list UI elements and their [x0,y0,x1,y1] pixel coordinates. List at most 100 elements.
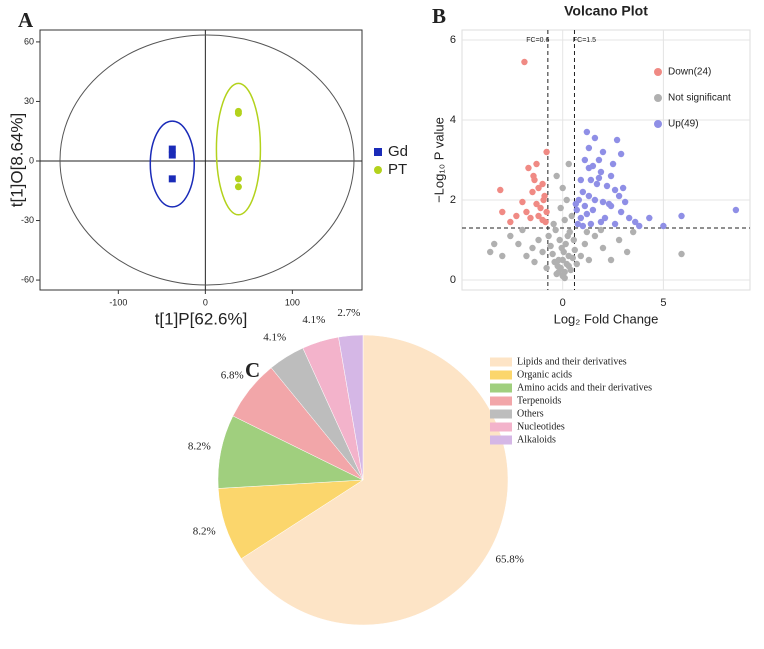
group-ellipse [215,82,262,216]
point [609,160,617,168]
y-tick-label: 30 [24,96,34,106]
point [611,186,619,194]
point [678,212,685,220]
point [530,172,537,180]
point [591,134,599,142]
point [605,200,613,208]
point [540,196,547,204]
point [577,176,585,184]
reference-label: FC=0.6 [526,37,549,44]
point [535,236,542,244]
y-tick-label: 0 [29,155,34,165]
point [623,248,631,256]
point [568,212,575,220]
y-tick-label: -30 [21,215,34,225]
point [595,156,603,164]
legend-label: PT [388,161,407,178]
value-label: 4.1% [263,332,286,344]
point [581,202,589,210]
point [611,220,619,228]
point [599,148,607,156]
legend-label: Terpenoids [517,395,561,406]
point [525,164,532,172]
point [587,176,595,184]
point [572,200,579,208]
point [543,148,550,156]
pie-slice [240,334,509,626]
point [519,198,526,206]
legend-swatch [490,357,512,367]
x-axis-label: t[1]P[62.6%] [155,309,248,328]
y-tick-label: 0 [450,274,456,286]
point [561,216,568,224]
point [523,208,530,216]
value-label: 65.8% [495,553,523,565]
legend-swatch [490,409,512,419]
chart-title: Volcano Plot [564,3,648,19]
point [234,109,242,117]
point [577,252,585,260]
point [515,240,522,248]
point [527,214,534,222]
point [601,214,609,222]
point [585,256,593,264]
point [537,204,544,212]
point [545,232,552,240]
panel-label: B [432,4,446,28]
point [234,183,242,191]
point [593,180,601,188]
point [573,206,580,214]
reference-label: FC=1.5 [573,37,596,44]
point [607,256,615,264]
value-label: 2.7% [337,307,360,319]
point [579,188,587,196]
point [583,210,591,218]
legend-swatch [490,435,512,445]
point [597,226,605,234]
legend-label: Others [517,408,544,419]
point [617,208,625,216]
point [569,254,576,262]
point [615,192,623,200]
point [632,218,639,226]
y-tick-label: 6 [450,34,456,46]
point [507,232,514,240]
point [543,208,550,216]
legend-label: Down(24) [668,67,711,78]
point [549,250,556,258]
point [535,184,542,192]
point [571,246,578,254]
point [561,268,568,276]
legend-label: Nucleotides [517,421,565,432]
point [533,200,540,208]
point [559,256,566,264]
point [585,192,593,200]
legend-label: Up(49) [668,119,699,130]
point [543,264,550,272]
point [553,172,560,180]
point [551,258,558,266]
point [168,145,176,153]
panel-label: C [245,358,260,382]
point [529,244,536,252]
point [497,186,504,194]
x-tick-label: -100 [109,297,127,307]
point [533,160,540,168]
x-axis-label: Log₂ Fold Change [554,311,659,326]
value-label: 8.2% [193,525,216,537]
legend-swatch [374,148,382,156]
point [591,232,599,240]
point [565,160,572,168]
point [599,198,607,206]
point [579,222,587,230]
point [585,164,593,172]
point [585,144,593,152]
value-label: 6.8% [221,370,244,382]
legend-label: Not significant [668,93,731,104]
legend-label: Lipids and their derivatives [517,356,627,367]
point [539,180,546,188]
point [732,206,740,214]
plot-frame [461,29,751,291]
point [621,198,629,206]
